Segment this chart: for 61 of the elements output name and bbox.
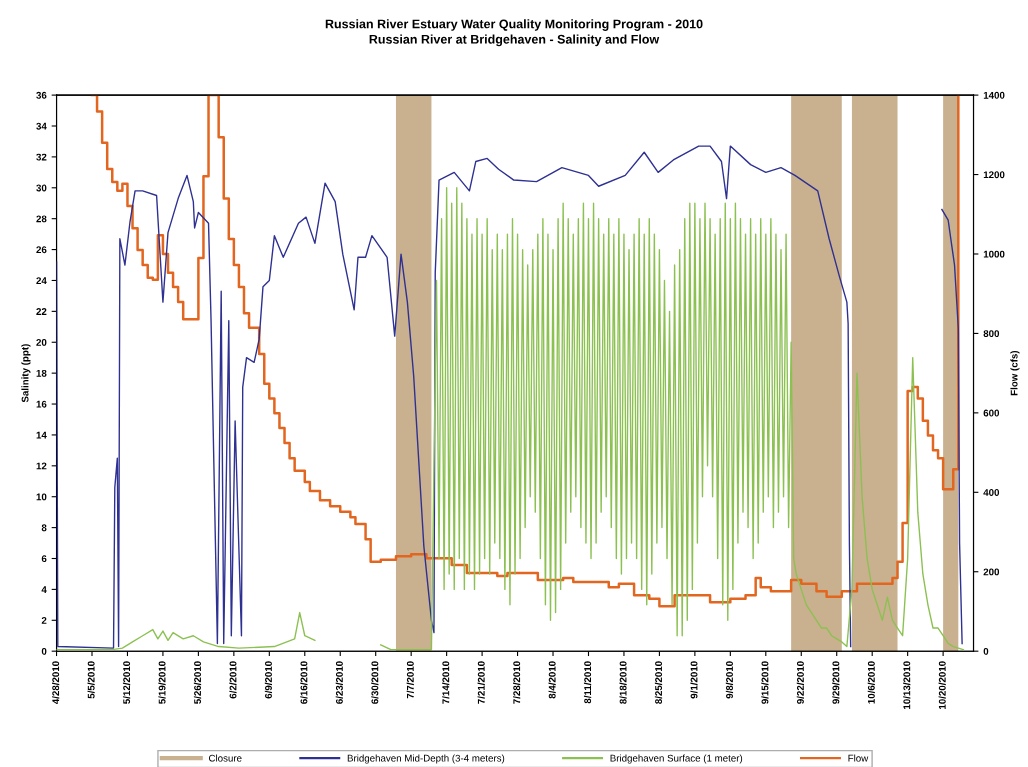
x-tick-label: 5/5/2010 bbox=[87, 661, 95, 699]
x-tick-label: 7/28/2010 bbox=[513, 661, 521, 704]
legend-label: Bridgehaven Mid-Depth (3-4 meters) bbox=[347, 754, 505, 764]
x-tick-label: 9/1/2010 bbox=[690, 661, 698, 699]
y-axis-title: Salinity (ppt) bbox=[21, 344, 31, 403]
y-tick-label: 34 bbox=[36, 122, 47, 130]
x-tick-label: 8/11/2010 bbox=[583, 661, 592, 704]
x-tick-label: 7/14/2010 bbox=[442, 661, 450, 704]
x-tick-label: 5/12/2010 bbox=[122, 661, 131, 704]
y-tick-label: 26 bbox=[36, 246, 47, 254]
x-tick-label: 10/20/2010 bbox=[938, 661, 946, 709]
y-tick-label: 10 bbox=[36, 493, 47, 501]
x-tick-label: 9/29/2010 bbox=[832, 661, 840, 704]
y-tick-label: 14 bbox=[36, 431, 47, 439]
y-tick-label: 28 bbox=[36, 215, 47, 223]
y2-tick-label: 800 bbox=[983, 330, 1000, 338]
y-tick-label: 4 bbox=[41, 586, 47, 593]
y-tick-label: 2 bbox=[41, 617, 47, 624]
y-tick-label: 6 bbox=[41, 555, 47, 563]
x-tick-label: 7/7/2010 bbox=[406, 661, 414, 699]
x-tick-label: 6/23/2010 bbox=[335, 661, 343, 704]
y2-tick-label: 600 bbox=[983, 409, 1000, 417]
x-tick-label: 9/22/2010 bbox=[796, 661, 804, 704]
x-tick-label: 7/21/2010 bbox=[477, 661, 485, 704]
x-tick-label: 5/19/2010 bbox=[158, 661, 166, 704]
x-tick-label: 6/30/2010 bbox=[371, 661, 379, 704]
x-tick-label: 8/25/2010 bbox=[654, 661, 663, 704]
chart-subtitle: Russian River at Bridgehaven - Salinity and Flow bbox=[369, 34, 660, 47]
y2-tick-label: 200 bbox=[983, 568, 1000, 576]
x-tick-label: 9/15/2010 bbox=[761, 661, 769, 704]
x-tick-label: 4/28/2010 bbox=[52, 661, 60, 705]
legend-label: Flow bbox=[848, 754, 869, 762]
x-tick-label: 8/18/2010 bbox=[619, 661, 627, 704]
x-tick-label: 5/26/2010 bbox=[193, 661, 202, 704]
y-tick-label: 16 bbox=[36, 400, 47, 408]
x-tick-label: 9/8/2010 bbox=[725, 661, 734, 699]
x-tick-label: 6/16/2010 bbox=[300, 661, 308, 704]
x-tick-label: 6/2/2010 bbox=[229, 661, 237, 699]
y-tick-label: 18 bbox=[36, 369, 47, 377]
x-tick-label: 6/9/2010 bbox=[264, 661, 273, 699]
x-tick-label: 8/4/2010 bbox=[548, 661, 556, 699]
y-tick-label: 36 bbox=[36, 91, 47, 99]
y-tick-label: 12 bbox=[36, 462, 47, 470]
y-tick-label: 22 bbox=[36, 308, 47, 315]
y-tick-label: 24 bbox=[36, 277, 47, 284]
legend-label: Bridgehaven Surface (1 meter) bbox=[610, 754, 743, 764]
x-tick-label: 10/6/2010 bbox=[867, 661, 875, 704]
y-tick-label: 20 bbox=[36, 338, 47, 346]
chart-title: Russian River Estuary Water Quality Monitoring Program - 2010 bbox=[325, 19, 703, 31]
y2-tick-label: 400 bbox=[983, 489, 1000, 496]
legend-label: Closure bbox=[208, 754, 242, 762]
y-tick-label: 32 bbox=[36, 153, 47, 161]
y2-axis-title: Flow (cfs) bbox=[1010, 350, 1020, 396]
y2-tick-label: 1400 bbox=[983, 91, 1005, 99]
y2-tick-label: 1200 bbox=[983, 171, 1005, 179]
y-tick-label: 30 bbox=[36, 184, 47, 192]
y-tick-label: 8 bbox=[41, 524, 47, 532]
x-tick-label: 10/13/2010 bbox=[903, 661, 911, 709]
y-tick-label: 0 bbox=[41, 647, 47, 655]
y2-tick-label: 1000 bbox=[983, 250, 1005, 258]
y2-tick-label: 0 bbox=[983, 647, 989, 655]
